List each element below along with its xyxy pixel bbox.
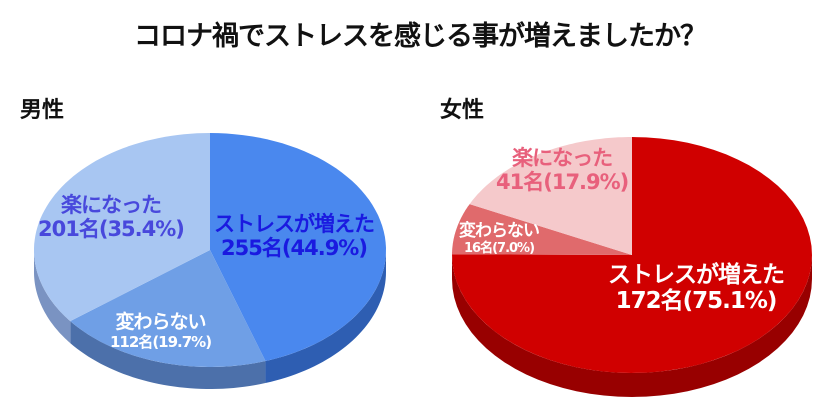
female-pie-side-0 [452, 255, 812, 397]
male-label-increased: ストレスが増えた 255名(44.9%) [214, 212, 375, 261]
female-pie-slice-1 [452, 204, 632, 255]
chart-title: コロナ禍でストレスを感じる事が増えましたか？ [134, 21, 707, 52]
female-pie-slice-2 [469, 137, 632, 255]
male-pie-side-0 [265, 250, 386, 384]
male-pie-side-2 [34, 250, 71, 344]
female-label-increased: ストレスが増えた 172名(75.1%) [608, 262, 785, 315]
male-pie-slice-2 [34, 133, 210, 322]
female-label-unchanged: 変わらない 16名(7.0%) [459, 221, 540, 256]
female-label-relaxed: 楽になった 41名(17.9%) [496, 146, 629, 195]
male-pie-slice-1 [70, 250, 266, 367]
male-pie-slice-0 [210, 133, 386, 361]
male-pie-title: 男性 [20, 98, 65, 123]
male-pie-side-1 [70, 321, 266, 389]
male-label-unchanged: 変わらない 112名(19.7%) [110, 311, 212, 351]
male-label-relaxed: 楽になった 201名(35.4%) [38, 193, 185, 242]
female-pie-title: 女性 [440, 98, 485, 123]
